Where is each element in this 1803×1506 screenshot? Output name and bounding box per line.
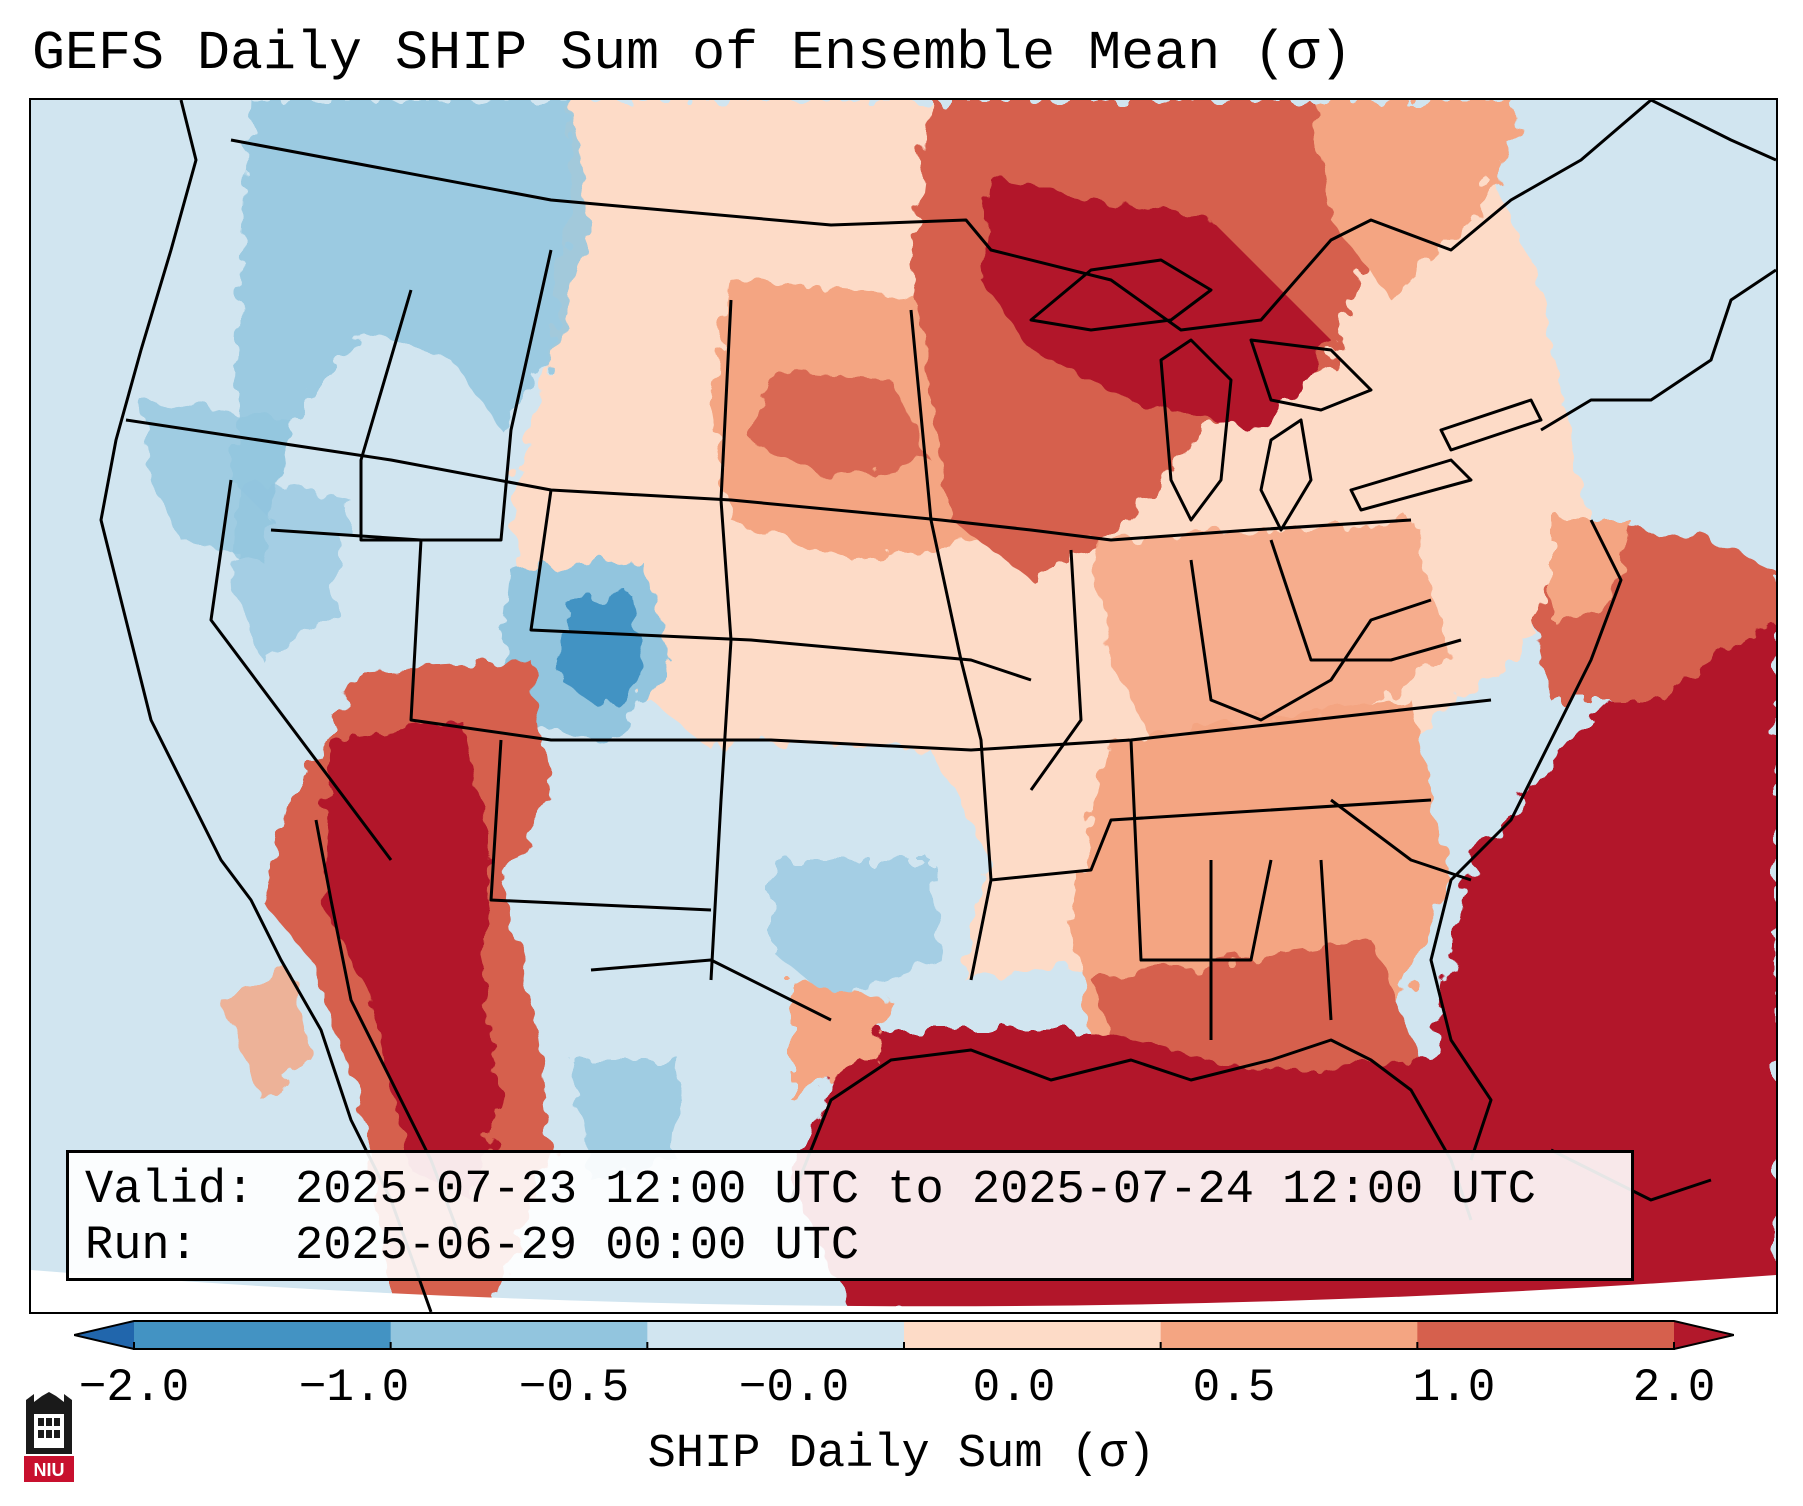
niu-castle-icon: NIU (24, 1392, 74, 1482)
tick-label: −2.0 (78, 1362, 190, 1414)
anomaly-field (31, 100, 1776, 1312)
colorbar-label: SHIP Daily Sum (σ) (647, 1428, 1156, 1481)
valid-run-info-box: Valid: 2025-07-23 12:00 UTC to 2025-07-24… (66, 1150, 1634, 1281)
tick-label: 0.0 (972, 1362, 1056, 1414)
valid-label: Valid: (85, 1164, 255, 1217)
colorbar-extend-high (1674, 1321, 1734, 1349)
run-label: Run: (85, 1220, 198, 1273)
colorbar-segment (1417, 1321, 1675, 1349)
run-value: 2025-06-29 00:00 UTC (295, 1220, 860, 1273)
colorbar-segment (1160, 1321, 1418, 1349)
anomaly-map (31, 100, 1776, 1312)
tick-label: 2.0 (1632, 1362, 1716, 1414)
tick-label: −0.0 (738, 1362, 850, 1414)
colorbar-segment (390, 1321, 648, 1349)
colorbar-extend-low (74, 1321, 134, 1349)
colorbar-segment (134, 1321, 392, 1349)
boundary-lines (99, 100, 1776, 1312)
colorbar-segment (904, 1321, 1162, 1349)
tick-label: −1.0 (298, 1362, 410, 1414)
tick-label: 1.0 (1412, 1362, 1496, 1414)
logo-text: NIU (34, 1460, 65, 1480)
tick-label: −0.5 (518, 1362, 630, 1414)
colorbar (74, 1320, 1734, 1350)
projection-edge (31, 1270, 1776, 1312)
tick-label: 0.5 (1192, 1362, 1276, 1414)
map-panel (29, 98, 1778, 1314)
chart-title: GEFS Daily SHIP Sum of Ensemble Mean (σ) (32, 22, 1353, 85)
colorbar-segment (647, 1321, 905, 1349)
valid-value: 2025-07-23 12:00 UTC to 2025-07-24 12:00… (295, 1164, 1537, 1217)
